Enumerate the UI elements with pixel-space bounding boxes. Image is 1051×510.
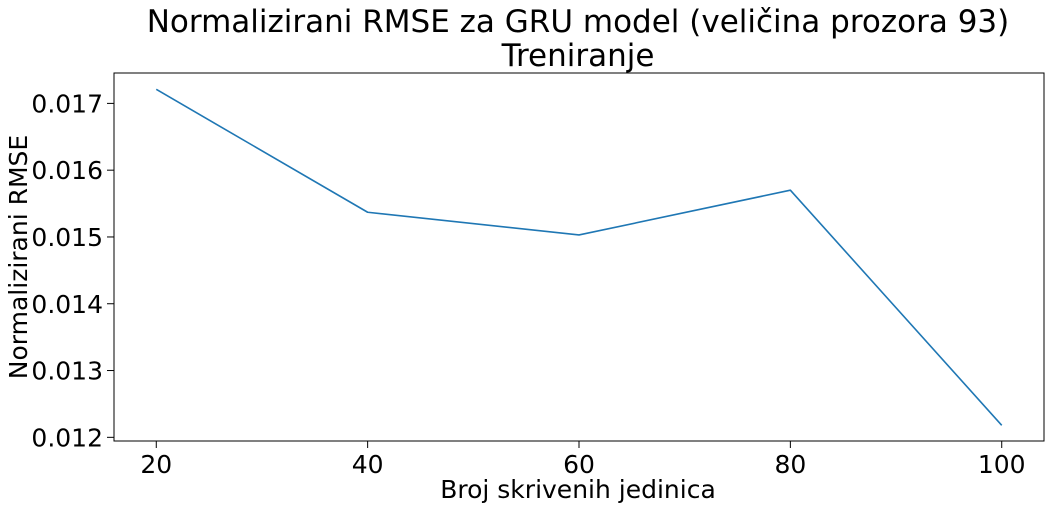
y-tick-label: 0.014 bbox=[31, 290, 103, 319]
chart-subtitle: Treniranje bbox=[501, 38, 655, 74]
x-axis: 20 40 60 80 100 bbox=[140, 441, 1026, 479]
y-tick-label: 0.013 bbox=[31, 357, 103, 386]
y-tick-label: 0.012 bbox=[31, 423, 103, 452]
y-tick-label: 0.016 bbox=[31, 156, 103, 185]
chart-title: Normalizirani RMSE za GRU model (veličin… bbox=[147, 4, 1010, 40]
series-line-0 bbox=[155, 88, 1003, 426]
plot-area bbox=[155, 88, 1003, 426]
x-axis-label: Broj skrivenih jedinica bbox=[440, 475, 716, 504]
y-axis: 0.012 0.013 0.014 0.015 0.016 0.017 bbox=[31, 89, 114, 452]
x-tick-label: 40 bbox=[352, 450, 384, 479]
plot-frame bbox=[113, 72, 1045, 442]
x-tick-label: 100 bbox=[978, 450, 1026, 479]
y-tick-label: 0.015 bbox=[31, 223, 103, 252]
x-tick-label: 80 bbox=[774, 450, 806, 479]
x-tick-label: 60 bbox=[563, 450, 595, 479]
y-axis-label: Normalizirani RMSE bbox=[4, 135, 33, 379]
y-tick-label: 0.017 bbox=[31, 89, 103, 118]
x-tick-label: 20 bbox=[140, 450, 172, 479]
